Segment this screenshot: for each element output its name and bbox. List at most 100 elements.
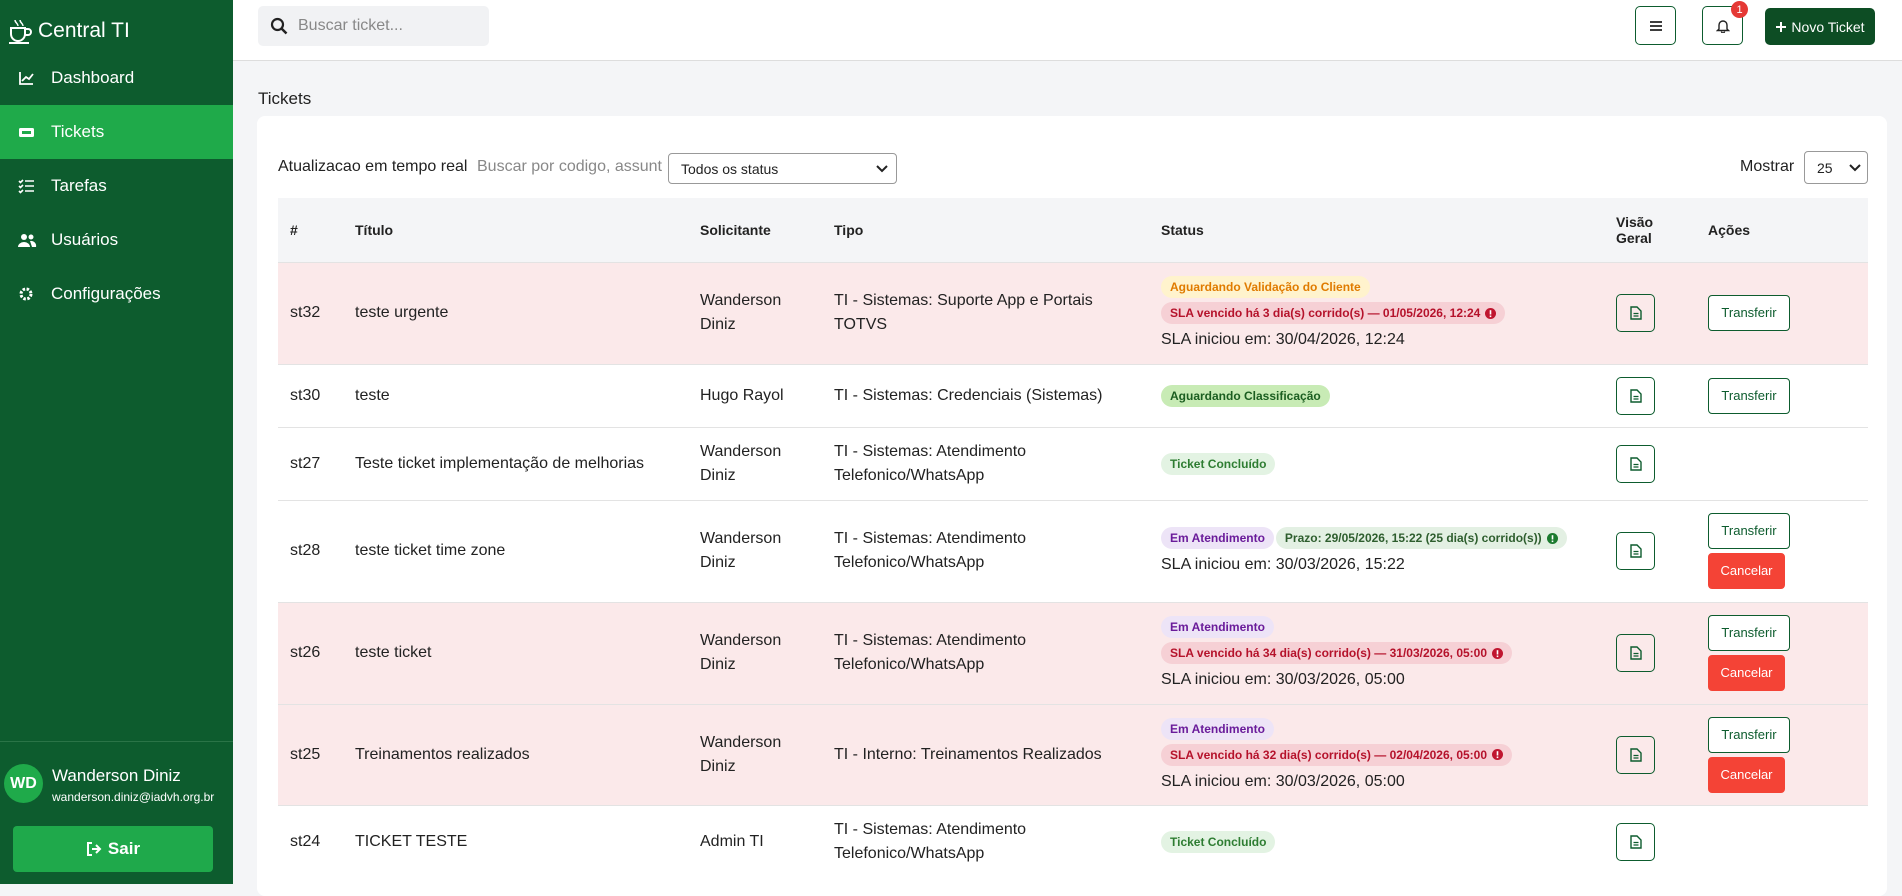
ticket-title: teste urgente <box>343 261 688 364</box>
nav-item[interactable]: Dashboard <box>0 51 233 105</box>
column-header: Visão Geral <box>1604 198 1696 262</box>
ticket-row: st25 Treinamentos realizados Wanderson Din… <box>278 703 1868 805</box>
nav-item[interactable]: Tickets <box>0 105 233 159</box>
overview-cell <box>1604 703 1696 805</box>
status-badge: Aguardando Validação do Cliente <box>1161 276 1370 298</box>
actions-cell: Transferir Cancelar <box>1696 601 1868 704</box>
ticket-status: Em Atendimento SLA vencido há 34 dia(s) c… <box>1149 601 1604 704</box>
ticket-requester: Wanderson Diniz <box>688 703 822 805</box>
ticket-title: Teste ticket implementação de melhorias <box>343 426 688 500</box>
nav-label: Usuários <box>51 230 119 249</box>
badge-text: Aguardando Validação do Cliente <box>1170 280 1361 294</box>
sla-start: SLA iniciou em: 30/03/2026, 05:00 <box>1161 772 1405 790</box>
ticket-title: teste <box>343 363 688 427</box>
search-icon <box>270 17 288 35</box>
overview-button[interactable] <box>1616 634 1655 672</box>
nav-label: Tarefas <box>51 176 107 195</box>
ticket-search[interactable]: Buscar ticket... <box>258 6 489 46</box>
ticket-type: TI - Sistemas: Suporte App e Portais TOT… <box>822 261 1149 364</box>
chevron <box>876 164 888 172</box>
badge-line: Em Atendimento <box>1161 716 1592 742</box>
table-search[interactable]: Buscar por codigo, assunt <box>477 158 662 175</box>
action-button[interactable]: Transferir <box>1708 295 1790 331</box>
show-label: Mostrar <box>1740 158 1795 175</box>
overview-button[interactable] <box>1616 532 1655 570</box>
column-header: Ações <box>1696 198 1868 262</box>
ticket-row: st30 teste Hugo Rayol TI - Sistemas: Creden… <box>278 363 1868 427</box>
badge-text: Em Atendimento <box>1170 721 1265 736</box>
nav-icon <box>18 178 34 194</box>
status-filter[interactable]: Todos os status <box>668 153 897 184</box>
ticket-row: st24 TICKET TESTE Admin TI TI - Sistemas: A… <box>278 804 1868 878</box>
badge-line: SLA vencido há 3 dia(s) corrido(s) — 01/… <box>1161 300 1592 326</box>
page-size-select[interactable]: 25 <box>1804 151 1868 184</box>
action-button[interactable]: Cancelar <box>1708 655 1785 691</box>
badge-icon <box>1485 307 1497 319</box>
ticket-requester: Wanderson Diniz <box>688 601 822 704</box>
badge-text: Aguardando Classificação <box>1170 388 1321 403</box>
tickets-table: # Título Solicitante Tipo Status Visão Geral A… <box>278 198 1868 878</box>
ticket-status: Em Atendimento Prazo: 29/05/2026, 15:22 (… <box>1149 499 1604 602</box>
actions-cell <box>1696 804 1868 878</box>
doc-icon <box>1629 306 1642 320</box>
overview-button[interactable] <box>1616 294 1655 332</box>
overview-button[interactable] <box>1616 376 1655 415</box>
nav-item[interactable]: Tarefas <box>0 159 233 213</box>
new-ticket-button[interactable]: Novo Ticket <box>1765 8 1875 45</box>
doc-icon <box>1629 835 1642 849</box>
overview-cell <box>1604 499 1696 602</box>
action-button[interactable]: Cancelar <box>1708 756 1785 793</box>
ticket-status: Aguardando Validação do Cliente SLA venci… <box>1149 261 1604 364</box>
overview-cell <box>1604 261 1696 364</box>
doc-icon <box>1629 544 1642 558</box>
plus-icon <box>1776 21 1787 32</box>
ticket-type: TI - Sistemas: Credenciais (Sistemas) <box>822 363 1149 427</box>
nav-icon <box>19 71 34 85</box>
status-badge: Em Atendimento <box>1161 527 1274 549</box>
overview-cell <box>1604 363 1696 427</box>
action-button[interactable]: Cancelar <box>1708 553 1785 589</box>
brand-name: Central TI <box>38 19 130 42</box>
notifications-button[interactable]: 1 <box>1702 1 1748 45</box>
action-button[interactable]: Transferir <box>1708 615 1790 651</box>
menu-button[interactable] <box>1635 6 1676 45</box>
ticket-title: Treinamentos realizados <box>343 703 688 805</box>
column-header: Tipo <box>822 198 1149 262</box>
badge-text: Em Atendimento <box>1170 620 1265 634</box>
ticket-requester: Hugo Rayol <box>688 363 822 427</box>
user-email: wanderson.diniz@iadvh.org.br <box>52 790 215 804</box>
action-button[interactable]: Transferir <box>1708 716 1790 753</box>
ticket-row: st28 teste ticket time zone Wanderson Dini… <box>278 499 1868 602</box>
badge-line: Ticket Concluído <box>1161 451 1592 477</box>
ticket-requester: Wanderson Diniz <box>688 499 822 602</box>
avatar: WD <box>4 764 43 803</box>
action-button[interactable]: Transferir <box>1708 513 1790 549</box>
ticket-title: teste ticket time zone <box>343 499 688 602</box>
logout-button[interactable]: Sair <box>13 826 213 872</box>
sla-start: SLA iniciou em: 30/03/2026, 15:22 <box>1161 556 1405 573</box>
overview-cell <box>1604 601 1696 704</box>
nav-item[interactable]: Usuários <box>0 213 233 267</box>
overview-button[interactable] <box>1616 735 1655 774</box>
page-size-value: 25 <box>1817 159 1833 176</box>
user-name: Wanderson Diniz <box>52 766 181 785</box>
status-filter-value: Todos os status <box>681 160 779 177</box>
column-header: Solicitante <box>688 198 822 262</box>
action-button[interactable]: Transferir <box>1708 377 1790 414</box>
status-badge: Em Atendimento <box>1161 717 1274 740</box>
logout-label: Sair <box>107 839 141 858</box>
overview-button[interactable] <box>1616 444 1655 483</box>
status-badge: Ticket Concluído <box>1161 830 1276 853</box>
ticket-row: st32 teste urgente Wanderson Diniz TI - Sis… <box>278 261 1868 364</box>
ticket-title: teste ticket <box>343 601 688 704</box>
column-header: Status <box>1149 198 1604 262</box>
ticket-status: Aguardando Classificação <box>1149 363 1604 427</box>
actions-cell: Transferir <box>1696 261 1868 364</box>
actions-cell: Transferir Cancelar <box>1696 499 1868 602</box>
search-placeholder: Buscar ticket... <box>298 17 403 34</box>
status-badge: SLA vencido há 34 dia(s) corrido(s) — 31… <box>1161 642 1513 664</box>
overview-button[interactable] <box>1616 822 1655 861</box>
nav-item[interactable]: Configurações <box>0 267 233 321</box>
ticket-type: TI - Sistemas: Atendimento Telefonico/Wh… <box>822 426 1149 500</box>
